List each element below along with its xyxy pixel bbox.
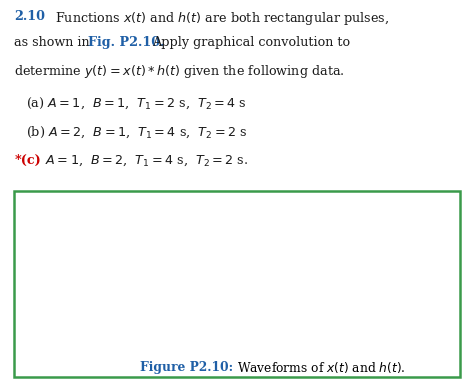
Text: $T_2$: $T_2$ — [359, 326, 373, 340]
Text: $t$ (s): $t$ (s) — [438, 311, 461, 325]
Text: *(c): *(c) — [14, 154, 41, 167]
Text: $h(t)$: $h(t)$ — [281, 201, 303, 216]
Text: $A$: $A$ — [37, 233, 47, 246]
Text: (b) $A = 2$,  $B = 1$,  $T_1 = 4$ s,  $T_2 = 2$ s: (b) $A = 2$, $B = 1$, $T_1 = 4$ s, $T_2 … — [26, 125, 247, 140]
Text: determine $y(t) = x(t) * h(t)$ given the following data.: determine $y(t) = x(t) * h(t)$ given the… — [14, 63, 345, 80]
Text: Functions $x(t)$ and $h(t)$ are both rectangular pulses,: Functions $x(t)$ and $h(t)$ are both rec… — [55, 10, 389, 27]
Text: $A = 1$,  $B = 2$,  $T_1 = 4$ s,  $T_2 = 2$ s.: $A = 1$, $B = 2$, $T_1 = 4$ s, $T_2 = 2$… — [45, 154, 248, 168]
Text: $x(t)$: $x(t)$ — [54, 201, 76, 216]
Text: 0: 0 — [281, 326, 288, 338]
Text: $t$ (s): $t$ (s) — [210, 311, 233, 325]
Text: Apply graphical convolution to: Apply graphical convolution to — [152, 36, 350, 49]
Text: $T_1$: $T_1$ — [132, 326, 146, 340]
Text: 0: 0 — [53, 326, 61, 338]
Text: 2.10: 2.10 — [14, 10, 45, 23]
Text: Fig. P2.10.: Fig. P2.10. — [88, 36, 164, 49]
Text: 0: 0 — [38, 304, 46, 317]
Text: as shown in: as shown in — [14, 36, 94, 49]
Text: Waveforms of $x(t)$ and $h(t)$.: Waveforms of $x(t)$ and $h(t)$. — [237, 360, 406, 375]
Text: $B$: $B$ — [264, 233, 274, 246]
Text: (a) $A = 1$,  $B = 1$,  $T_1 = 2$ s,  $T_2 = 4$ s: (a) $A = 1$, $B = 1$, $T_1 = 2$ s, $T_2 … — [26, 96, 247, 111]
Text: 0: 0 — [266, 304, 273, 317]
Text: Figure P2.10:: Figure P2.10: — [140, 361, 237, 374]
